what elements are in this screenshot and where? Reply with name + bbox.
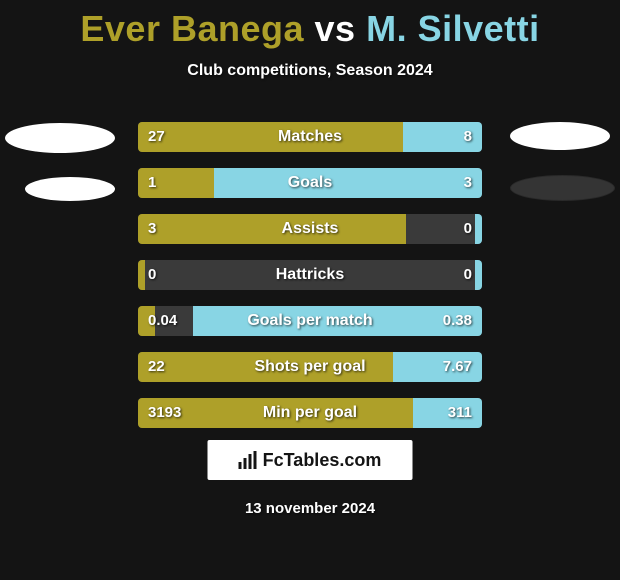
date-text: 13 november 2024 (0, 500, 620, 517)
player1-name: Ever Banega (80, 8, 304, 49)
brand-text: FcTables.com (263, 450, 382, 471)
brand-badge: FcTables.com (208, 440, 413, 480)
player2-name: M. Silvetti (366, 8, 540, 49)
stat-label: Shots per goal (138, 352, 482, 382)
stat-label: Goals (138, 168, 482, 198)
club-badge-placeholder (25, 177, 115, 201)
club-badge-placeholder (510, 175, 615, 201)
stat-row: 278Matches (138, 122, 482, 152)
stat-row: 3193311Min per goal (138, 398, 482, 428)
vs-text: vs (315, 8, 356, 49)
stat-label: Matches (138, 122, 482, 152)
stat-label: Goals per match (138, 306, 482, 336)
stat-row: 227.67Shots per goal (138, 352, 482, 382)
stat-label: Min per goal (138, 398, 482, 428)
stat-label: Assists (138, 214, 482, 244)
subtitle: Club competitions, Season 2024 (0, 62, 620, 80)
stat-row: 30Assists (138, 214, 482, 244)
stat-row: 00Hattricks (138, 260, 482, 290)
club-badge-placeholder (5, 123, 115, 153)
stats-container: 278Matches 13Goals 30Assists 00Hattricks 0.0… (138, 122, 482, 444)
club-badge-placeholder (510, 122, 610, 150)
brand-bars-icon (239, 451, 257, 469)
comparison-title: Ever Banega vs M. Silvetti (0, 0, 620, 50)
stat-row: 13Goals (138, 168, 482, 198)
stat-label: Hattricks (138, 260, 482, 290)
stat-row: 0.040.38Goals per match (138, 306, 482, 336)
